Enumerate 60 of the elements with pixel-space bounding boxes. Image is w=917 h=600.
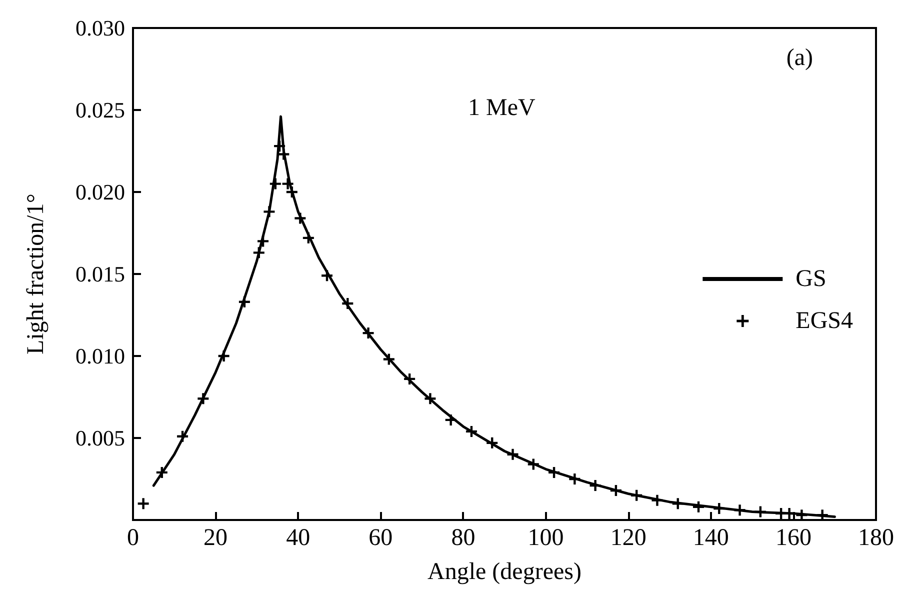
y-tick-label: 0.010 [76,344,125,368]
point [445,414,456,426]
point [528,458,539,470]
point [258,236,269,247]
point [286,186,298,198]
point [714,503,725,514]
point [569,474,580,484]
x-tick-label: 120 [610,525,646,551]
point [610,484,622,496]
x-tick-label: 80 [451,525,476,551]
point [693,501,704,512]
point [294,212,306,224]
point [253,247,264,258]
x-tick-label: 60 [368,525,393,551]
legend-label: GS [796,266,826,292]
point [404,373,416,384]
legend-label: EGS4 [796,308,854,334]
x-tick-label: 160 [775,525,812,551]
y-tick-label: 0.025 [76,98,125,122]
point [507,448,518,460]
point [590,480,601,492]
point [302,232,314,244]
point [270,178,281,190]
x-tick-label: 20 [204,525,228,551]
annotation: 1 MeV [468,95,536,121]
x-tick-label: 0 [127,525,139,551]
x-tick-label: 180 [858,525,894,551]
x-tick-label: 140 [692,525,729,551]
point [156,466,168,478]
point [264,206,275,218]
point [342,298,354,310]
point [138,498,149,510]
point [218,350,230,362]
point [198,393,209,404]
point [424,393,436,404]
point [282,178,294,190]
point [486,437,498,448]
y-tick-label: 0.020 [76,180,125,204]
point [383,354,394,365]
point [238,296,250,308]
point [322,270,333,282]
point [652,494,663,506]
point [274,140,286,152]
point [734,504,746,516]
point [754,506,766,518]
point [548,466,560,478]
point [672,498,684,510]
y-axis-title: Light fraction/1° [23,194,49,354]
point [278,148,290,160]
point [177,430,188,442]
x-tick-label: 100 [528,525,564,551]
y-tick-label: 0.030 [76,16,125,40]
point [631,490,642,501]
point [362,328,374,339]
y-tick-label: 0.005 [76,426,125,450]
point [466,426,477,437]
x-tick-label: 40 [286,525,310,551]
y-tick-label: 0.015 [76,262,125,286]
x-axis-title: Angle (degrees) [428,559,582,585]
annotation: (a) [786,45,814,71]
